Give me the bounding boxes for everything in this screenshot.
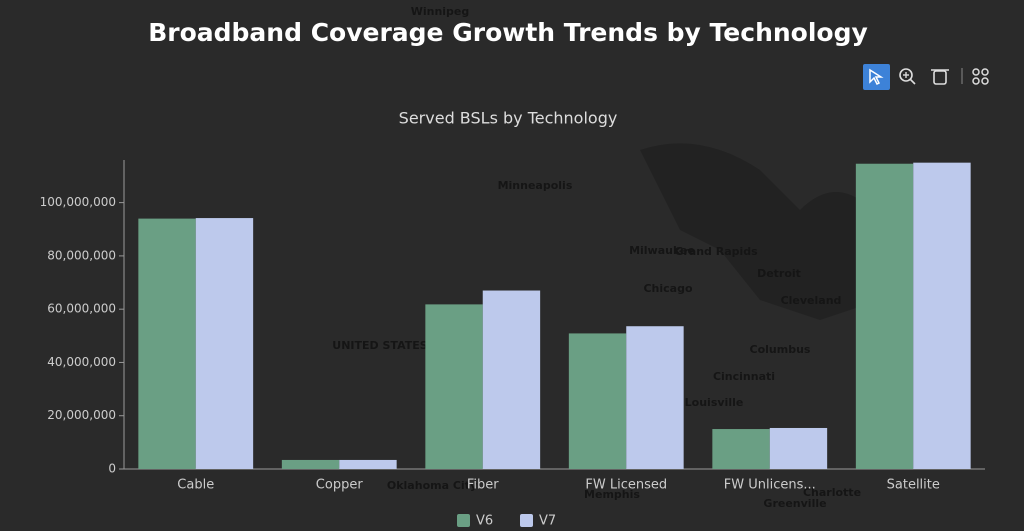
y-tick-label: 40,000,000 [47,355,116,369]
clear-button[interactable] [931,69,949,85]
bar [626,326,684,469]
subtitle: Served BSLs by Technology [399,109,618,128]
title: Broadband Coverage Growth Trends by Tech… [148,18,868,47]
map-label: Minneapolis [498,179,573,192]
bar [712,429,770,469]
map-label: Chicago [643,282,692,295]
map-label: Louisville [685,396,744,409]
y-tick-label: 80,000,000 [47,248,116,262]
legend-swatch [457,514,470,527]
bar [138,218,196,469]
map-label: Memphis [584,488,640,501]
map-label: Oklahoma City [387,479,477,492]
map-label: Cincinnati [713,370,775,383]
bar [482,290,541,469]
toolbar [863,64,989,90]
bar [339,459,397,469]
map-label: Columbus [750,343,811,356]
map-shape [640,143,900,320]
zoom-button[interactable] [899,68,916,85]
menu-button[interactable] [972,68,989,85]
y-tick-label: 20,000,000 [47,408,116,422]
y-tick-label: 0 [108,462,116,476]
y-tick-label: 100,000,000 [40,195,116,209]
bar [855,163,914,469]
bar [913,162,971,469]
x-tick-label: Cable [177,478,214,493]
x-tick-label: Fiber [467,478,499,493]
y-tick-label: 60,000,000 [47,302,116,316]
bar [568,333,627,469]
map-label: Milwaukee [629,244,695,257]
map-label: Greenville [763,497,826,510]
bar [769,427,828,469]
bar [425,304,483,469]
map-label: Grand Rapids [674,245,758,258]
map-label: Winnipeg [411,5,470,18]
x-tick-label: FW Licensed [585,478,667,493]
legend-swatch [520,514,533,527]
select-icon [869,68,884,86]
legend-label: V7 [539,514,556,529]
map-label: Cleveland [781,294,842,307]
x-tick-label: Satellite [887,478,940,493]
legend-label: V6 [476,514,493,529]
map-label: Detroit [757,267,801,280]
map-label: UNITED STATES [332,339,427,352]
map-label: Charlotte [803,486,861,499]
x-tick-label: FW Unlicens... [724,478,816,493]
x-tick-label: Copper [316,478,364,493]
bar [281,459,340,469]
bar [195,218,254,469]
